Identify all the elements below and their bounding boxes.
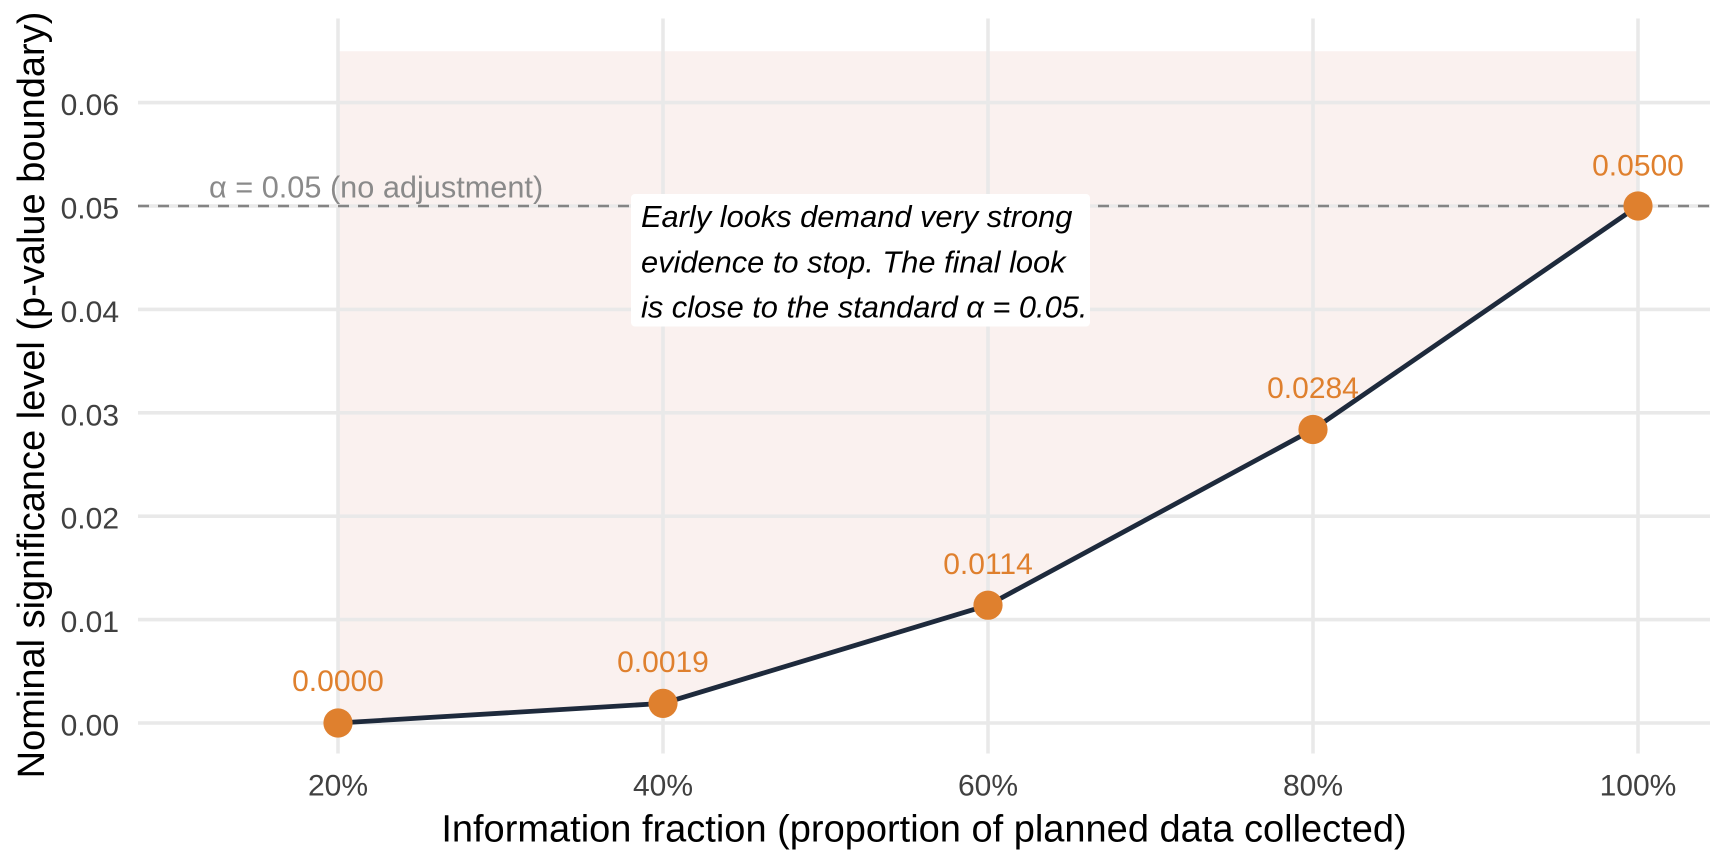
svg-text:0.01: 0.01 (61, 606, 119, 639)
svg-text:evidence to stop. The final lo: evidence to stop. The final look (641, 244, 1067, 279)
svg-text:0.0019: 0.0019 (617, 646, 709, 679)
svg-text:0.04: 0.04 (61, 296, 119, 329)
svg-text:0.0114: 0.0114 (943, 548, 1033, 581)
svg-text:0.06: 0.06 (61, 89, 119, 122)
svg-text:0.0000: 0.0000 (292, 665, 384, 698)
svg-text:80%: 80% (1283, 770, 1343, 803)
svg-text:0.00: 0.00 (61, 710, 119, 743)
svg-text:is close to the standard α = 0: is close to the standard α = 0.05. (641, 290, 1087, 325)
svg-text:20%: 20% (308, 770, 368, 803)
svg-text:α = 0.05 (no adjustment): α = 0.05 (no adjustment) (209, 170, 543, 205)
svg-text:Nominal significance level (p-: Nominal significance level (p-value boun… (11, 12, 53, 779)
svg-text:100%: 100% (1600, 770, 1677, 803)
svg-text:0.0284: 0.0284 (1267, 372, 1359, 405)
svg-text:Early looks demand very strong: Early looks demand very strong (641, 199, 1072, 234)
svg-text:0.05: 0.05 (61, 193, 119, 226)
svg-text:40%: 40% (633, 770, 693, 803)
svg-text:0.0500: 0.0500 (1592, 150, 1684, 183)
svg-text:60%: 60% (958, 770, 1018, 803)
svg-text:0.03: 0.03 (61, 399, 119, 432)
svg-text:Information fraction (proporti: Information fraction (proportion of plan… (441, 809, 1406, 851)
svg-text:0.02: 0.02 (61, 503, 119, 536)
